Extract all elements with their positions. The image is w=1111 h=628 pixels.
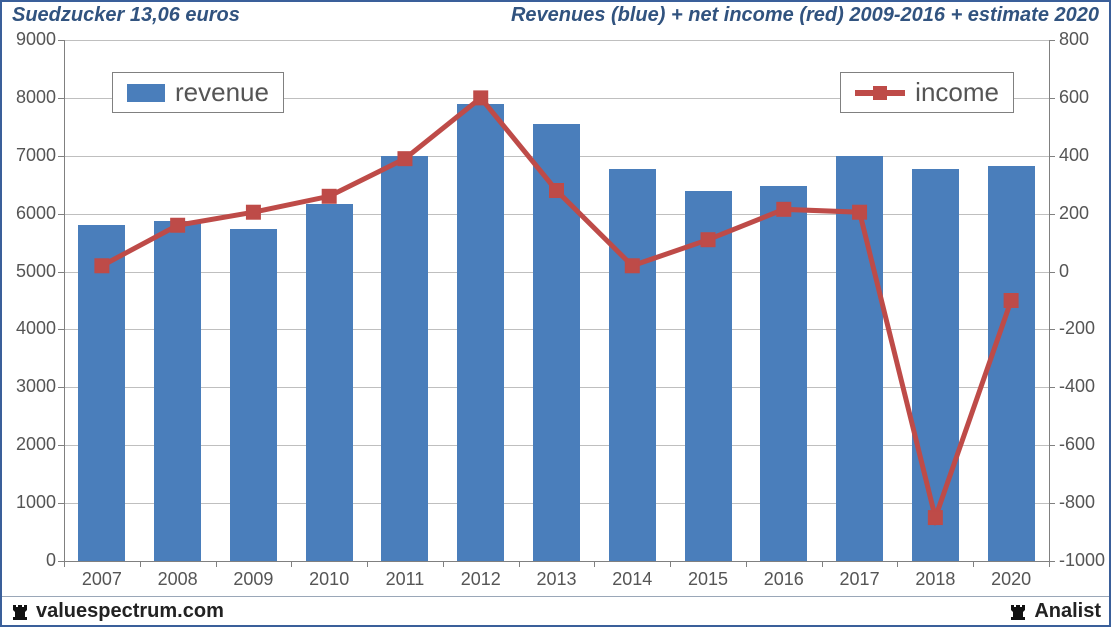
footer-right: Analist <box>1008 600 1101 623</box>
x-tick-label: 2020 <box>981 569 1041 590</box>
revenue-bar <box>457 104 504 561</box>
title-right: Revenues (blue) + net income (red) 2009-… <box>511 4 1099 27</box>
x-tick <box>291 561 292 567</box>
x-tick <box>670 561 671 567</box>
x-tick-label: 2012 <box>451 569 511 590</box>
y-right-tick-label: 0 <box>1059 261 1069 282</box>
y-left-tick-label: 6000 <box>16 203 56 224</box>
y-right-tick-label: 600 <box>1059 87 1089 108</box>
y-left-tick-label: 9000 <box>16 29 56 50</box>
x-tick <box>594 561 595 567</box>
revenue-bar <box>230 229 277 561</box>
revenue-bar <box>760 186 807 561</box>
y-right-tick-label: -800 <box>1059 492 1095 513</box>
y-left-tick-label: 8000 <box>16 87 56 108</box>
revenue-bar <box>381 156 428 561</box>
x-tick-label: 2011 <box>375 569 435 590</box>
x-tick-label: 2013 <box>527 569 587 590</box>
revenue-bar <box>988 166 1035 561</box>
x-tick-label: 2010 <box>299 569 359 590</box>
legend-revenue-label: revenue <box>175 77 269 108</box>
y-left-tick-label: 0 <box>46 550 56 571</box>
legend-revenue-swatch <box>127 84 165 102</box>
revenue-bar <box>685 191 732 561</box>
revenue-bar <box>154 221 201 561</box>
x-tick <box>1049 561 1050 567</box>
axis-bottom <box>64 561 1049 562</box>
legend-income: income <box>840 72 1014 113</box>
x-tick-label: 2017 <box>830 569 890 590</box>
x-tick-label: 2015 <box>678 569 738 590</box>
x-tick-label: 2007 <box>72 569 132 590</box>
y-right-tick-label: -200 <box>1059 318 1095 339</box>
income-marker <box>246 205 260 219</box>
y-left-tick-label: 2000 <box>16 434 56 455</box>
y-left-tick-label: 4000 <box>16 318 56 339</box>
x-tick <box>519 561 520 567</box>
footer-right-text: Analist <box>1034 600 1101 623</box>
x-tick-label: 2014 <box>602 569 662 590</box>
x-tick <box>367 561 368 567</box>
x-tick <box>443 561 444 567</box>
x-tick <box>746 561 747 567</box>
legend-revenue: revenue <box>112 72 284 113</box>
x-tick-label: 2009 <box>223 569 283 590</box>
y-left-tick-label: 5000 <box>16 261 56 282</box>
x-tick <box>140 561 141 567</box>
y-left-tick-label: 1000 <box>16 492 56 513</box>
x-tick <box>897 561 898 567</box>
revenue-bar <box>836 156 883 561</box>
revenue-bar <box>78 225 125 561</box>
chart-footer: valuespectrum.com Analist <box>2 596 1109 625</box>
income-marker <box>322 189 336 203</box>
y-right-tick-label: 400 <box>1059 145 1089 166</box>
rook-icon <box>1008 602 1028 622</box>
y-right-tick-label: -600 <box>1059 434 1095 455</box>
x-tick <box>216 561 217 567</box>
chart-frame: Suedzucker 13,06 euros Revenues (blue) +… <box>0 0 1111 627</box>
axis-right <box>1049 40 1050 561</box>
y-left-tick-label: 7000 <box>16 145 56 166</box>
revenue-bar <box>306 204 353 561</box>
footer-left-text: valuespectrum.com <box>36 600 224 623</box>
rook-icon <box>10 602 30 622</box>
revenue-bar <box>912 169 959 561</box>
x-tick-label: 2018 <box>905 569 965 590</box>
chart-header: Suedzucker 13,06 euros Revenues (blue) +… <box>2 2 1109 32</box>
title-left: Suedzucker 13,06 euros <box>12 4 240 27</box>
x-tick-label: 2016 <box>754 569 814 590</box>
x-tick <box>64 561 65 567</box>
y-left-tick-label: 3000 <box>16 376 56 397</box>
y-right-tick-label: -1000 <box>1059 550 1105 571</box>
legend-income-label: income <box>915 77 999 108</box>
x-tick <box>973 561 974 567</box>
revenue-bar <box>609 169 656 561</box>
y-right-tick-label: 800 <box>1059 29 1089 50</box>
footer-left: valuespectrum.com <box>10 600 224 623</box>
x-tick-label: 2008 <box>148 569 208 590</box>
gridline <box>64 40 1049 41</box>
x-tick <box>822 561 823 567</box>
legend-income-swatch <box>855 90 905 96</box>
y-right-tick-label: -400 <box>1059 376 1095 397</box>
y-right-tick-label: 200 <box>1059 203 1089 224</box>
plot-area: 0100020003000400050006000700080009000-10… <box>2 32 1109 597</box>
axis-left <box>64 40 65 561</box>
revenue-bar <box>533 124 580 561</box>
